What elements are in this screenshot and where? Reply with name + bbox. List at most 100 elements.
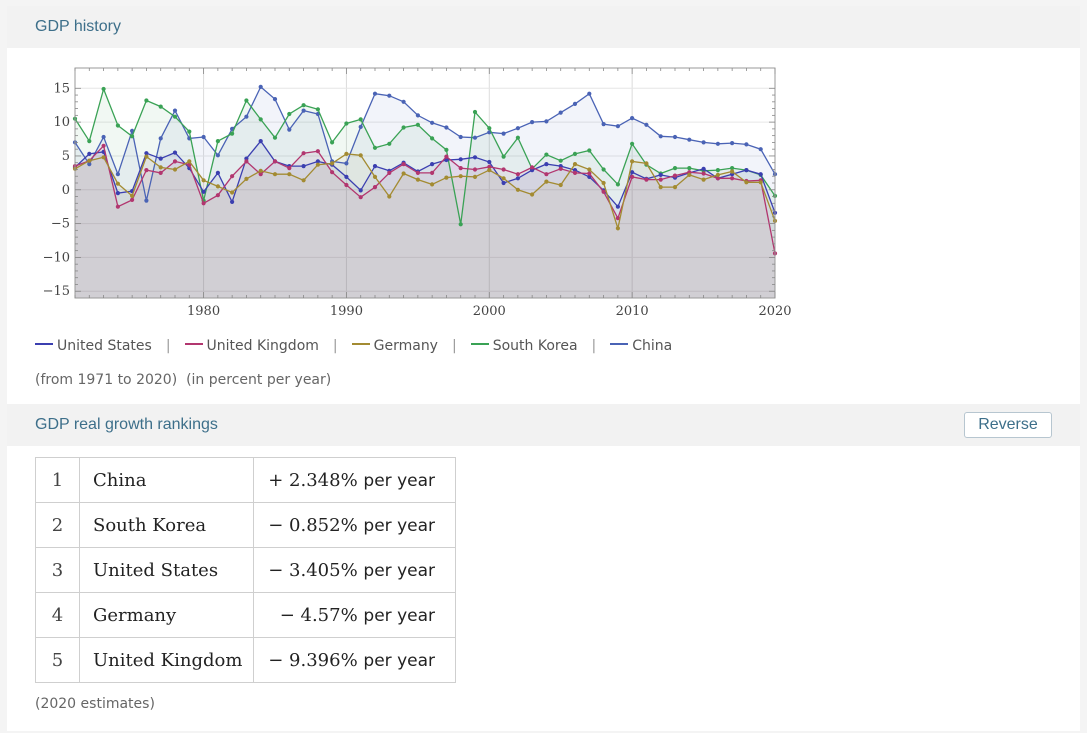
data-point bbox=[330, 140, 335, 145]
data-point bbox=[172, 114, 178, 119]
data-point bbox=[458, 134, 463, 140]
data-point bbox=[358, 195, 363, 200]
growth-value: − 9.396% per year bbox=[253, 637, 456, 683]
data-point bbox=[672, 185, 678, 190]
legend-separator: | bbox=[591, 338, 597, 354]
data-point bbox=[587, 148, 592, 153]
data-point bbox=[615, 226, 621, 231]
data-point bbox=[158, 104, 163, 109]
legend-swatch bbox=[35, 343, 53, 345]
growth-percent: + 2.348% bbox=[268, 469, 358, 491]
data-point bbox=[244, 98, 249, 103]
data-point bbox=[372, 91, 378, 96]
data-point bbox=[358, 117, 363, 122]
data-point bbox=[215, 184, 220, 189]
legend-label: Germany bbox=[373, 338, 438, 354]
data-point bbox=[144, 98, 149, 103]
data-point bbox=[687, 137, 692, 142]
legend-item-united-kingdom: United Kingdom bbox=[184, 338, 319, 354]
data-point bbox=[358, 124, 363, 129]
data-point bbox=[172, 108, 178, 113]
growth-unit: per year bbox=[363, 605, 435, 626]
data-point bbox=[287, 166, 292, 171]
data-point bbox=[744, 142, 749, 147]
reverse-button[interactable]: Reverse bbox=[964, 412, 1052, 438]
y-tick-label: 5 bbox=[62, 149, 70, 164]
data-point bbox=[487, 159, 492, 165]
chart-footnote: (from 1971 to 2020) (in percent per year… bbox=[35, 372, 331, 388]
data-point bbox=[501, 176, 506, 181]
table-row: 2 South Korea − 0.852% per year bbox=[35, 502, 456, 548]
data-point bbox=[158, 165, 163, 170]
data-point bbox=[630, 116, 635, 121]
data-point bbox=[415, 122, 420, 127]
data-point bbox=[258, 168, 263, 173]
data-point bbox=[87, 139, 92, 144]
data-point bbox=[415, 113, 420, 118]
country-name: Germany bbox=[79, 592, 254, 638]
data-point bbox=[544, 162, 549, 167]
data-point bbox=[515, 126, 520, 131]
legend-separator: | bbox=[451, 338, 457, 354]
growth-percent: − 3.405% bbox=[268, 559, 358, 581]
data-point bbox=[230, 131, 235, 136]
range-note: (from 1971 to 2020) bbox=[35, 372, 178, 388]
growth-unit: per year bbox=[363, 515, 435, 536]
data-point bbox=[158, 170, 163, 175]
data-point bbox=[115, 172, 120, 177]
data-point bbox=[87, 162, 92, 167]
data-point bbox=[144, 154, 149, 159]
data-point bbox=[115, 123, 120, 128]
data-point bbox=[558, 182, 563, 188]
data-point bbox=[444, 154, 449, 159]
data-point bbox=[658, 172, 663, 177]
data-point bbox=[458, 222, 463, 227]
data-point bbox=[744, 180, 749, 185]
data-point bbox=[715, 172, 721, 177]
data-point bbox=[587, 171, 592, 176]
data-point bbox=[287, 127, 292, 132]
growth-percent: − 0.852% bbox=[268, 514, 358, 536]
data-point bbox=[258, 117, 263, 122]
data-point bbox=[315, 107, 320, 112]
series-line bbox=[74, 86, 776, 225]
y-tick-label: 10 bbox=[53, 115, 70, 130]
chart-legend: United States | United Kingdom | Germany | Sou… bbox=[35, 338, 672, 354]
rank-number: 1 bbox=[35, 457, 80, 503]
data-point bbox=[158, 156, 163, 161]
data-point bbox=[215, 139, 220, 144]
x-tick-label: 1980 bbox=[187, 304, 220, 319]
data-point bbox=[101, 134, 106, 140]
data-point bbox=[244, 159, 249, 164]
data-point bbox=[187, 129, 192, 134]
data-point bbox=[115, 204, 120, 209]
rank-number: 3 bbox=[35, 547, 80, 593]
country-name: United Kingdom bbox=[79, 637, 254, 683]
data-point bbox=[401, 162, 406, 167]
legend-item-china: China bbox=[610, 338, 672, 354]
data-point bbox=[615, 216, 621, 221]
data-point bbox=[130, 197, 135, 202]
data-point bbox=[487, 126, 492, 131]
data-point bbox=[172, 167, 178, 172]
data-point bbox=[115, 181, 120, 186]
data-point bbox=[272, 97, 278, 102]
data-point bbox=[501, 180, 506, 186]
table-row: 4 Germany − 4.57% per year bbox=[35, 592, 456, 638]
legend-item-united-states: United States bbox=[35, 338, 152, 354]
data-point bbox=[472, 174, 478, 179]
data-point bbox=[758, 172, 763, 177]
data-point bbox=[358, 153, 363, 158]
data-point bbox=[444, 157, 449, 163]
series-line bbox=[74, 144, 776, 254]
data-point bbox=[315, 162, 320, 167]
data-point bbox=[458, 157, 463, 162]
data-point bbox=[430, 182, 435, 187]
table-row: 5 United Kingdom − 9.396% per year bbox=[35, 637, 456, 683]
data-point bbox=[644, 122, 649, 127]
data-point bbox=[244, 114, 249, 119]
data-point bbox=[444, 125, 449, 130]
series-area bbox=[75, 86, 775, 299]
data-point bbox=[258, 139, 263, 144]
data-point bbox=[558, 110, 563, 115]
